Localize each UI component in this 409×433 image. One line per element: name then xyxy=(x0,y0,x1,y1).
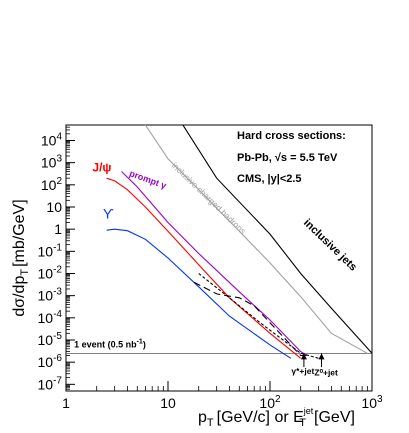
annotation-label: prompt γ xyxy=(128,168,168,191)
series-line-j- xyxy=(106,177,302,359)
info-box-system-pre: Pb-Pb, xyxy=(237,152,275,164)
x-axis-label-e-sub: T xyxy=(299,417,306,429)
series-line-- xyxy=(106,228,292,359)
y-tick-label: 10-1 xyxy=(38,242,63,259)
annotation-arrowhead xyxy=(300,353,307,360)
x-tick-label: 102 xyxy=(259,394,281,411)
series-line-dashed-5 xyxy=(193,281,307,357)
y-axis-label-main: dσ/dp xyxy=(11,276,28,317)
x-tick-label: 10 xyxy=(160,395,176,411)
y-tick-label: 10-7 xyxy=(38,375,63,392)
reference-line-label: 1 event (0.5 nb-1) xyxy=(74,338,146,349)
info-box-title: Hard cross sections: xyxy=(237,130,346,142)
info-box-system-post: = 5.5 TeV xyxy=(287,152,338,164)
x-tick-label: 1 xyxy=(62,395,70,411)
series-line-dashed-6 xyxy=(198,273,319,359)
info-box: Hard cross sections: Pb-Pb, √s = 5.5 TeV… xyxy=(237,130,346,185)
y-tick-label: 10-4 xyxy=(38,309,63,326)
annotation-label: γ*+jet xyxy=(291,366,314,376)
x-tick-label: 103 xyxy=(361,394,383,411)
annotation-label: ϒ xyxy=(103,206,114,222)
series-line-prompt- xyxy=(121,171,308,356)
y-tick-label: 103 xyxy=(41,154,63,171)
y-axis-label-sub: T xyxy=(19,269,31,276)
info-box-sqrt: √s xyxy=(275,152,287,164)
annotation-arrowhead xyxy=(318,353,325,360)
annotation-label: J/ψ xyxy=(92,160,111,174)
annotation-label: inclusive jets xyxy=(301,217,359,274)
y-tick-label: 10-6 xyxy=(38,353,63,370)
y-tick-label: 10-5 xyxy=(38,331,63,348)
x-axis-label-tail: [GeV] xyxy=(314,409,355,426)
y-tick-label: 1 xyxy=(54,221,62,237)
series-line-inclusive-charged-hadrons xyxy=(144,124,368,354)
y-tick-label: 10-2 xyxy=(38,264,63,281)
info-box-system: Pb-Pb, √s = 5.5 TeV xyxy=(237,152,338,164)
series-line-inclusive-jets xyxy=(182,124,373,354)
x-axis-label-e-sup: jet xyxy=(303,406,314,416)
y-axis-label: dσ/dpT [mb/GeV] xyxy=(11,199,31,316)
x-axis-label-mid: [GeV/c] or E xyxy=(217,409,304,426)
y-tick-label: 102 xyxy=(41,176,63,193)
x-axis-label-p: p xyxy=(198,409,207,426)
x-axis-label-p-sub: T xyxy=(207,417,214,429)
info-box-acceptance: CMS, |y|<2.5 xyxy=(237,173,302,185)
plot-frame xyxy=(65,124,373,392)
annotation-label: Z⁰+jet xyxy=(314,368,338,378)
y-tick-label: 104 xyxy=(41,131,63,148)
y-axis-label-unit: [mb/GeV] xyxy=(11,199,28,267)
y-tick-label: 10 xyxy=(46,199,62,215)
x-axis-label: pT [GeV/c] or Ejet T [GeV] xyxy=(198,406,355,429)
y-tick-label: 10-3 xyxy=(38,287,63,304)
